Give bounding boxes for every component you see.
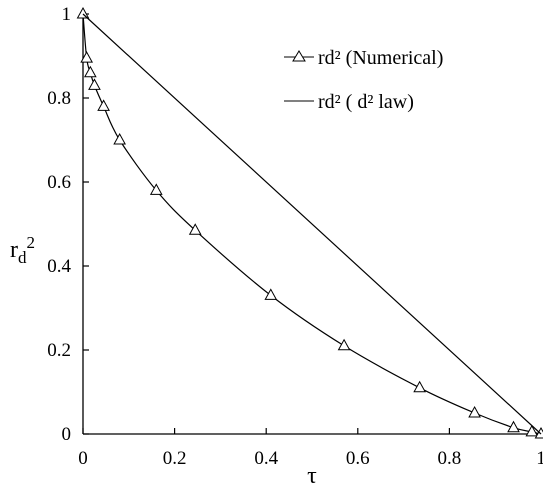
x-tick-label: 0.8	[438, 448, 462, 469]
data-point-triangle	[76, 6, 90, 19]
y-tick-label: 0	[62, 424, 72, 445]
x-axis-title: τ	[307, 463, 317, 489]
x-tick-label: 1	[536, 448, 543, 469]
data-point-triangle	[188, 223, 202, 235]
series-layer	[76, 6, 543, 439]
y-axis-title: rd2	[10, 233, 35, 267]
x-tick-label: 0.4	[254, 448, 278, 469]
y-tick-label: 1	[62, 4, 72, 25]
data-point-triangle	[80, 51, 94, 63]
legend-label-numerical: rd² (Numerical)	[318, 47, 443, 69]
x-tick-label: 0.6	[346, 448, 370, 469]
data-point-triangle	[525, 424, 539, 437]
y-ticks: 0 0.2 0.4 0.6 0.8 1	[47, 4, 89, 445]
data-point-triangle	[88, 78, 101, 90]
data-point-triangle	[149, 183, 163, 195]
data-point-triangle	[113, 132, 126, 145]
legend-triangle-marker	[292, 50, 306, 62]
data-point-triangle	[83, 65, 97, 78]
axes: 0 0.2 0.4 0.6 0.8 1 0 0.2 0.4 0.6 0.8 1	[47, 4, 543, 469]
data-point-triangle	[468, 405, 481, 418]
x-ticks: 0 0.2 0.4 0.6 0.8 1	[78, 428, 543, 469]
y-axis-title-sub: d	[18, 248, 27, 267]
series-line-1	[82, 13, 542, 435]
legend-label-d2-law: rd² ( d² law)	[318, 91, 414, 113]
data-point-triangle	[507, 420, 520, 433]
y-tick-label: 0.8	[47, 88, 71, 109]
data-point-triangle	[97, 99, 110, 111]
data-point-triangle	[413, 380, 426, 393]
y-tick-label: 0.4	[47, 256, 71, 277]
y-tick-label: 0.6	[47, 172, 71, 193]
y-tick-label: 0.2	[47, 340, 71, 361]
y-axis-title-main: r	[10, 237, 18, 263]
legend-item-numerical: rd² (Numerical)	[284, 47, 443, 69]
data-point-triangle	[337, 338, 351, 351]
x-tick-label: 0	[78, 448, 88, 469]
x-tick-label: 0.2	[163, 448, 187, 469]
data-point-triangle	[264, 288, 278, 300]
legend: rd² (Numerical) rd² ( d² law)	[284, 47, 443, 113]
y-axis-title-sup: 2	[27, 233, 36, 252]
series-line-0	[82, 13, 542, 435]
legend-item-d2-law: rd² ( d² law)	[284, 91, 414, 113]
